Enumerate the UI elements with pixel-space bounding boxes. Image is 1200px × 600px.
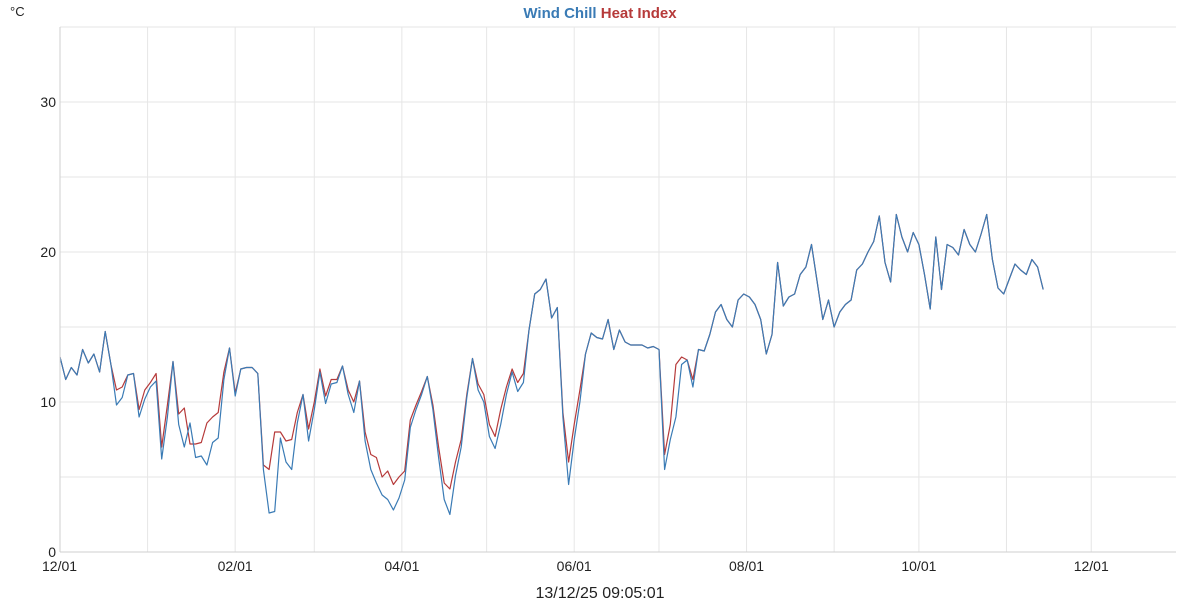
chart-title: Wind Chill Heat Index bbox=[523, 5, 677, 22]
x-tick-label: 10/01 bbox=[901, 558, 936, 574]
title-wind-chill: Wind Chill bbox=[523, 5, 596, 22]
x-tick-label: 08/01 bbox=[729, 558, 764, 574]
y-axis-unit: °C bbox=[10, 4, 25, 19]
series-layer bbox=[59, 213, 1044, 516]
axes: 0 10 20 30 12/01 02/01 04/01 06/01 08/01 10/01 12/… bbox=[40, 27, 1176, 574]
y-tick-label: 20 bbox=[40, 244, 56, 260]
x-tick-label: 12/01 bbox=[42, 558, 77, 574]
x-tick-label: 04/01 bbox=[384, 558, 419, 574]
grid-lines bbox=[60, 26, 1176, 552]
x-tick-label: 02/01 bbox=[218, 558, 253, 574]
y-tick-label: 10 bbox=[40, 394, 56, 410]
x-tick-label: 06/01 bbox=[557, 558, 592, 574]
y-tick-label: 0 bbox=[48, 544, 56, 560]
title-heat-index: Heat Index bbox=[601, 5, 678, 22]
timestamp: 13/12/25 09:05:01 bbox=[535, 585, 664, 600]
y-tick-label: 30 bbox=[40, 94, 56, 110]
x-tick-label: 12/01 bbox=[1074, 558, 1109, 574]
wind-chill-series-line bbox=[59, 213, 1044, 516]
